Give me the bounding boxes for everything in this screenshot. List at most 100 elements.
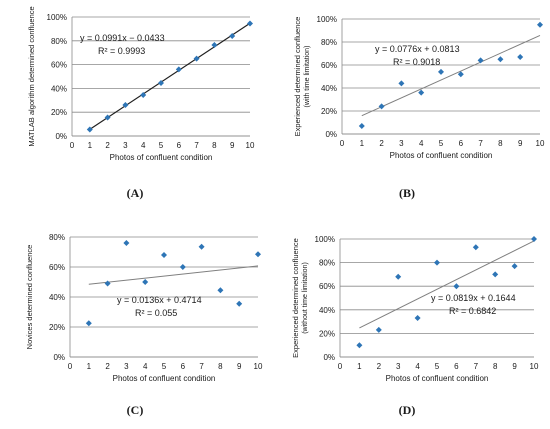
panel-c-x-tick-label: 6 (181, 362, 186, 371)
panel-d-data-point (531, 236, 537, 242)
panel-a-x-tick-label: 1 (88, 141, 93, 150)
panel-b-data-point (398, 80, 405, 87)
panel-b-data-point (457, 71, 464, 78)
panel-a-data-point (193, 55, 200, 62)
panel-b-y-tick-label: 20% (321, 107, 337, 116)
panel-c-data-point (179, 264, 186, 270)
panel-c-y-tick-label: 80% (49, 233, 65, 242)
panel-d-x-tick-label: 6 (454, 362, 459, 371)
panel-c-y-tick-label: 60% (49, 263, 65, 272)
panel-a-r-squared: R² = 0.9993 (98, 46, 145, 56)
panel-b-y-tick-label: 80% (321, 38, 337, 47)
panel-a-x-tick-label: 8 (212, 141, 217, 150)
panel-a-data-point (211, 41, 218, 48)
panel-b-x-tick-label: 0 (340, 139, 345, 148)
panel-b-x-tick-label: 2 (379, 139, 384, 148)
panel-b-caption: (B) (399, 186, 415, 200)
panel-d: 0% 20% 40% 60% 80% 100% 0 1 2 3 4 5 6 7 8 9 10 Photos of … (291, 235, 539, 417)
panel-c-data-point (142, 279, 149, 285)
panel-d-y-tick-label: 100% (315, 235, 335, 244)
panel-d-data-point (434, 259, 440, 266)
panel-d-x-tick-label: 0 (338, 362, 343, 371)
panel-a-x-axis-title: Photos of confluent condition (110, 153, 213, 162)
panel-b-data-point (438, 68, 444, 75)
panel-b-x-tick-label: 9 (518, 139, 523, 148)
panel-b-x-tick-label: 3 (399, 139, 404, 148)
panel-c-caption: (C) (127, 403, 144, 417)
panel-c-data-point (123, 240, 130, 246)
panel-a-data-point (175, 66, 182, 73)
panel-a-data-point (122, 102, 129, 109)
panel-b-x-axis-title: Photos of confluent condition (390, 151, 493, 160)
panel-b-data-point (477, 57, 484, 64)
panel-b-y-tick-label: 0% (325, 130, 337, 139)
panel-b: 0% 20% 40% 60% 80% 100% 0 1 2 3 4 5 6 7 8 9 10 Photos of … (293, 15, 545, 200)
panel-a-y-tick-label: 100% (47, 13, 67, 22)
panel-c: 0% 20% 40% 60% 80% 0 1 2 3 4 5 6 7 8 9 10 Photos of conf… (25, 233, 263, 417)
panel-d-x-tick-label: 3 (396, 362, 401, 371)
panel-c-equation: y = 0.0136x + 0.4714 (117, 295, 202, 305)
panel-d-x-tick-label: 10 (530, 362, 539, 371)
panel-b-equation: y = 0.0776x + 0.0813 (375, 44, 460, 54)
panel-d-data-point (472, 244, 479, 251)
panel-c-y-tick-label: 40% (49, 293, 65, 302)
panel-b-x-tick-label: 6 (459, 139, 464, 148)
panel-a-x-tick-label: 4 (141, 141, 146, 150)
panel-c-x-tick-label: 2 (105, 362, 110, 371)
panel-c-x-axis-title: Photos of confluent condition (113, 374, 216, 383)
panel-c-x-tick-label: 0 (68, 362, 73, 371)
panel-c-x-tick-label: 1 (87, 362, 92, 371)
panel-d-y-tick-label: 80% (319, 259, 335, 268)
panel-c-x-tick-label: 4 (143, 362, 148, 371)
panel-c-data-point (236, 300, 243, 307)
panel-d-x-tick-label: 1 (357, 362, 362, 371)
panel-b-trendline (361, 34, 541, 117)
panel-c-y-tick-label: 0% (53, 353, 65, 362)
panel-a-y-tick-label: 20% (51, 108, 67, 117)
panel-b-data-point (358, 122, 365, 129)
panel-b-y-tick-label: 60% (321, 61, 337, 70)
panel-a: 0% 20% 40% 60% 80% 100% 0 1 2 3 4 5 6 7 8 9 10 Photos of … (27, 6, 255, 200)
panel-a-data-point (140, 91, 147, 98)
panel-b-y-axis-title: Experienced determined confluence (293, 17, 302, 137)
panel-d-data-point (356, 342, 363, 349)
panel-a-y-tick-label: 40% (51, 84, 67, 93)
panel-c-data-point (161, 252, 167, 258)
panel-b-y-axis-subtitle: (with time limitation) (304, 46, 311, 108)
panel-a-data-point (158, 80, 164, 87)
panel-a-x-tick-label: 0 (70, 141, 75, 150)
panel-b-data-point (378, 103, 385, 110)
panel-c-x-tick-label: 10 (254, 362, 263, 371)
panel-c-x-tick-label: 7 (199, 362, 204, 371)
panel-d-y-tick-label: 0% (323, 353, 335, 362)
panel-a-x-tick-label: 9 (230, 141, 235, 150)
panel-a-y-tick-label: 0% (55, 132, 67, 141)
panel-c-x-tick-label: 8 (218, 362, 223, 371)
panel-d-y-axis-subtitle: (without time limitation) (302, 262, 309, 334)
panel-d-r-squared: R² = 0.6842 (449, 306, 496, 316)
panel-d-caption: (D) (399, 403, 416, 417)
panel-b-x-tick-label: 7 (478, 139, 483, 148)
panel-d-y-tick-label: 40% (319, 306, 335, 315)
panel-b-r-squared: R² = 0.9018 (393, 57, 440, 67)
panel-b-y-tick-label: 100% (317, 15, 337, 24)
panel-d-trendline (359, 240, 535, 329)
panel-d-x-tick-label: 2 (377, 362, 382, 371)
panel-c-data-point (255, 251, 261, 258)
panel-d-x-tick-label: 4 (415, 362, 420, 371)
panel-a-y-tick-label: 80% (51, 37, 67, 46)
panel-c-data-point (198, 243, 205, 250)
panel-d-y-tick-label: 20% (319, 329, 335, 338)
panel-c-r-squared: R² = 0.055 (135, 308, 177, 318)
panel-a-x-tick-label: 5 (159, 141, 164, 150)
panel-b-data-point (497, 56, 504, 63)
panel-a-x-tick-label: 7 (194, 141, 199, 150)
panel-d-data-point (453, 283, 460, 290)
panel-d-data-point (414, 315, 421, 322)
panel-d-y-tick-label: 60% (319, 282, 335, 291)
panel-d-data-point (511, 263, 518, 270)
panel-b-data-point (517, 53, 524, 60)
panel-a-x-tick-label: 10 (246, 141, 255, 150)
